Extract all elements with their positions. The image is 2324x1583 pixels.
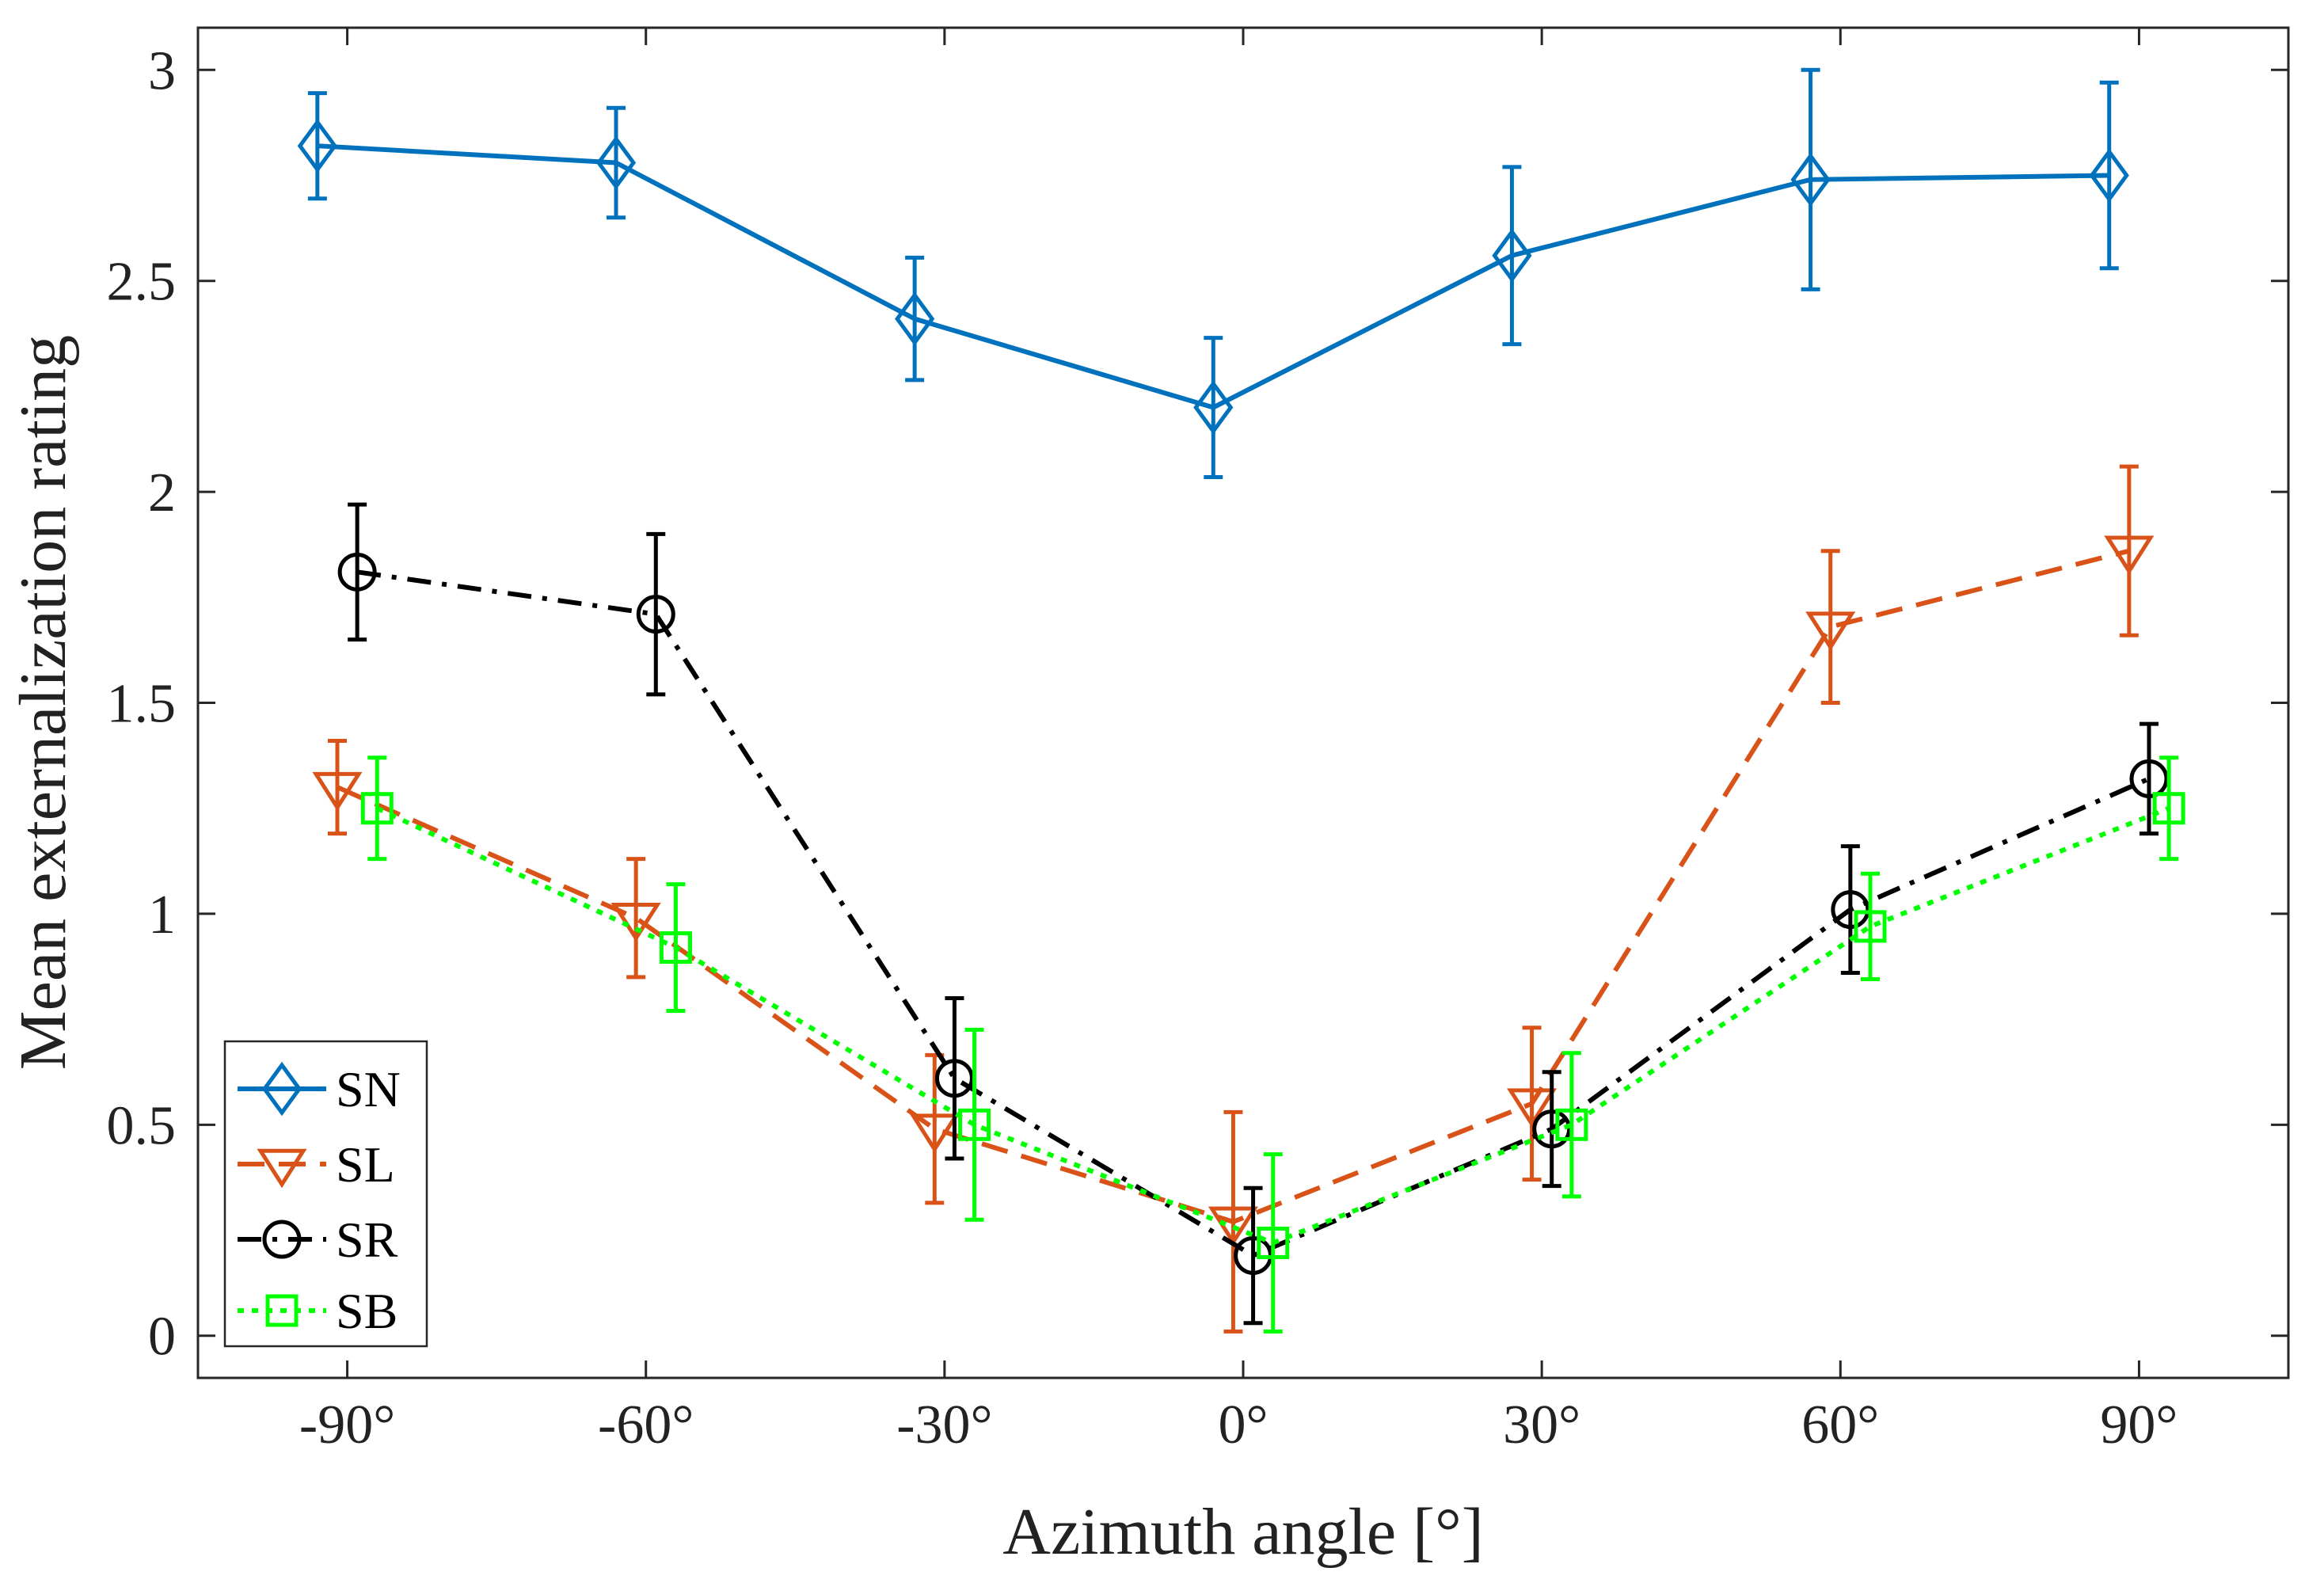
data-point-sl — [909, 1113, 960, 1153]
data-point-sn — [895, 291, 935, 346]
data-point-sr — [1831, 890, 1870, 930]
data-point-sb — [1257, 1227, 1290, 1259]
legend-marker-sb — [265, 1294, 299, 1327]
x-tick-label: -90° — [299, 1395, 395, 1456]
y-tick-label: 3 — [148, 40, 176, 101]
legend-label-sr: SR — [336, 1212, 398, 1268]
series-layer — [297, 67, 2185, 1334]
y-axis-label: Mean externalization rating — [6, 335, 80, 1070]
x-tick-label: 30° — [1503, 1395, 1580, 1456]
series-sb — [360, 755, 2185, 1334]
legend: SN SL SR SB — [223, 1040, 428, 1348]
data-point-sb — [659, 931, 692, 965]
data-point-sl — [1507, 1088, 1558, 1128]
data-point-sr — [636, 595, 675, 634]
y-tick-label: 0.5 — [107, 1095, 177, 1156]
data-point-sr — [337, 552, 377, 592]
legend-marker-sr — [262, 1220, 302, 1259]
data-point-sn — [297, 118, 337, 173]
data-point-sb — [360, 792, 394, 825]
data-point-sn — [1492, 228, 1532, 283]
legend-marker-sn — [261, 1061, 302, 1117]
x-tick-label: -30° — [896, 1395, 992, 1456]
x-tick-label: 60° — [1801, 1395, 1879, 1456]
legend-label-sl: SL — [336, 1136, 395, 1193]
legend-label-sb: SB — [336, 1283, 397, 1339]
y-tick-label: 2 — [148, 462, 176, 523]
series-sn — [297, 67, 2129, 479]
legend-box — [223, 1040, 428, 1348]
data-point-sb — [1854, 910, 1887, 943]
x-axis-label: Azimuth angle [°] — [1002, 1495, 1483, 1569]
data-point-sn — [1790, 152, 1831, 207]
x-tick-label: 90° — [2100, 1395, 2178, 1456]
data-point-sl — [312, 771, 363, 812]
x-tick-label: -60° — [598, 1395, 694, 1456]
series-sl — [312, 464, 2155, 1334]
x-tick-label: 0° — [1219, 1395, 1269, 1456]
data-point-sb — [2152, 792, 2185, 825]
data-point-sn — [2089, 148, 2129, 203]
y-tick-label: 1 — [148, 885, 176, 946]
series-sr — [337, 502, 2169, 1326]
legend-label-sn: SN — [336, 1061, 401, 1117]
y-tick-label: 1.5 — [107, 674, 177, 735]
data-point-sl — [1805, 611, 1856, 651]
data-point-sr — [2129, 759, 2169, 798]
legend-marker-sl — [257, 1148, 307, 1189]
data-point-sb — [1555, 1108, 1588, 1141]
data-point-sb — [958, 1108, 991, 1141]
axis-layer: -90° -60° -30° 0° 30° 60° 90° 0 0.5 1 1.5 2 2.5 3 — [107, 28, 2288, 1456]
data-point-sr — [1532, 1109, 1572, 1149]
data-point-sn — [595, 135, 637, 190]
data-point-sl — [2104, 535, 2155, 575]
data-point-sr — [934, 1059, 974, 1098]
data-point-sn — [1193, 380, 1234, 435]
y-tick-label: 2.5 — [107, 252, 177, 313]
y-tick-label: 0 — [148, 1307, 176, 1368]
